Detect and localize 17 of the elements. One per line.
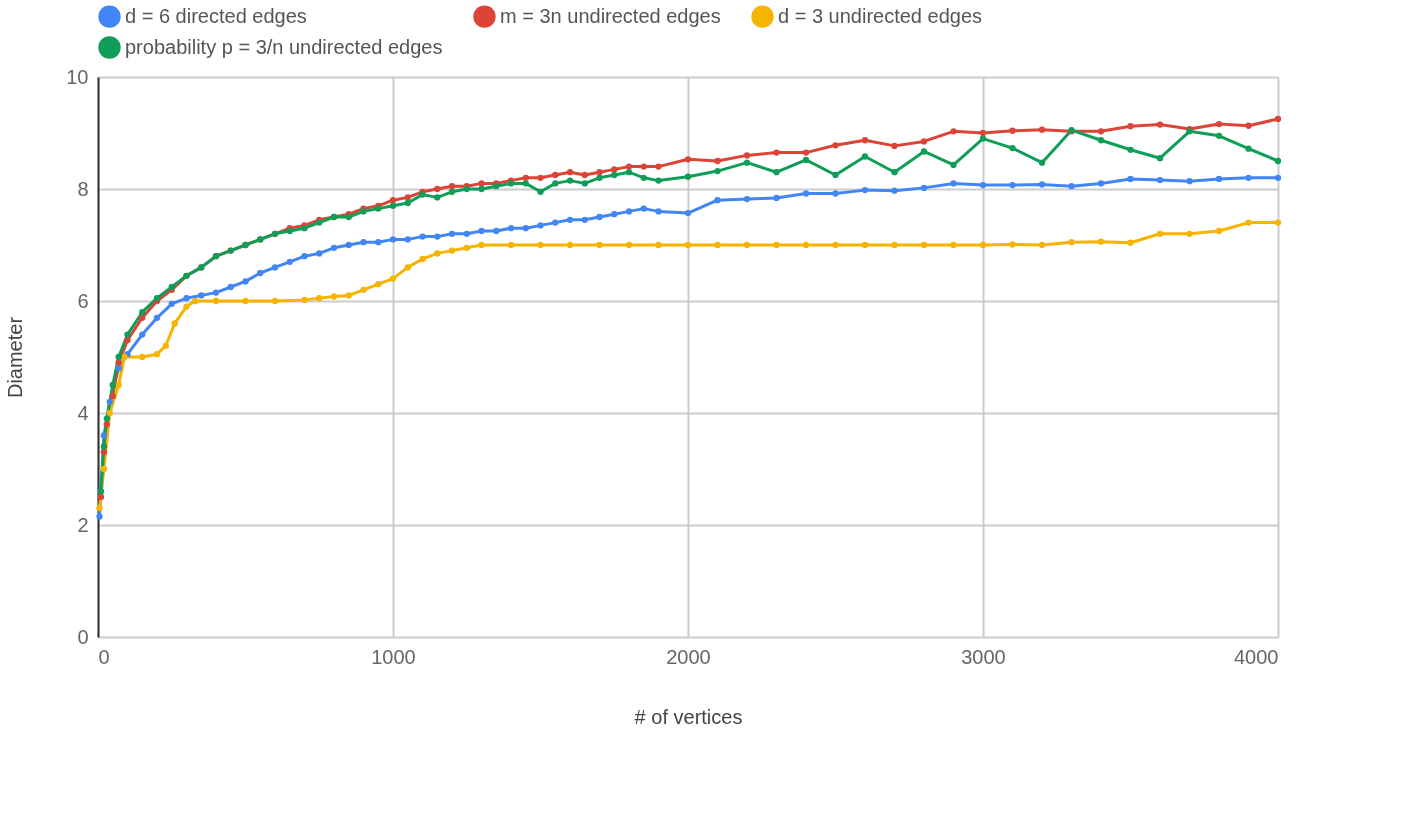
legend-label: m = 3n undirected edges	[500, 4, 721, 27]
y-axis-title: Diameter	[4, 316, 27, 399]
x-tick-label: 4000	[1234, 645, 1279, 668]
legend-label: d = 3 undirected edges	[778, 4, 983, 27]
y-tick-label: 10	[66, 65, 89, 88]
y-tick-label: 0	[77, 625, 89, 648]
x-tick-label: 0	[98, 645, 110, 668]
legend-label: d = 6 directed edges	[125, 4, 307, 27]
y-tick-label: 4	[77, 401, 89, 424]
y-tick-label: 6	[77, 289, 89, 312]
x-tick-label: 1000	[371, 645, 416, 668]
legend-label: probability p = 3/n undirected edges	[125, 35, 443, 58]
x-tick-label: 2000	[666, 645, 711, 668]
x-tick-label: 3000	[961, 645, 1006, 668]
y-tick-label: 8	[77, 177, 89, 200]
x-axis-title: # of vertices	[634, 705, 743, 728]
y-tick-label: 2	[77, 513, 89, 536]
